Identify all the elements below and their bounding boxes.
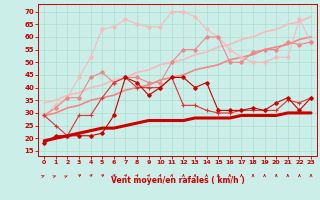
X-axis label: Vent moyen/en rafales ( km/h ): Vent moyen/en rafales ( km/h ) [111,176,244,185]
